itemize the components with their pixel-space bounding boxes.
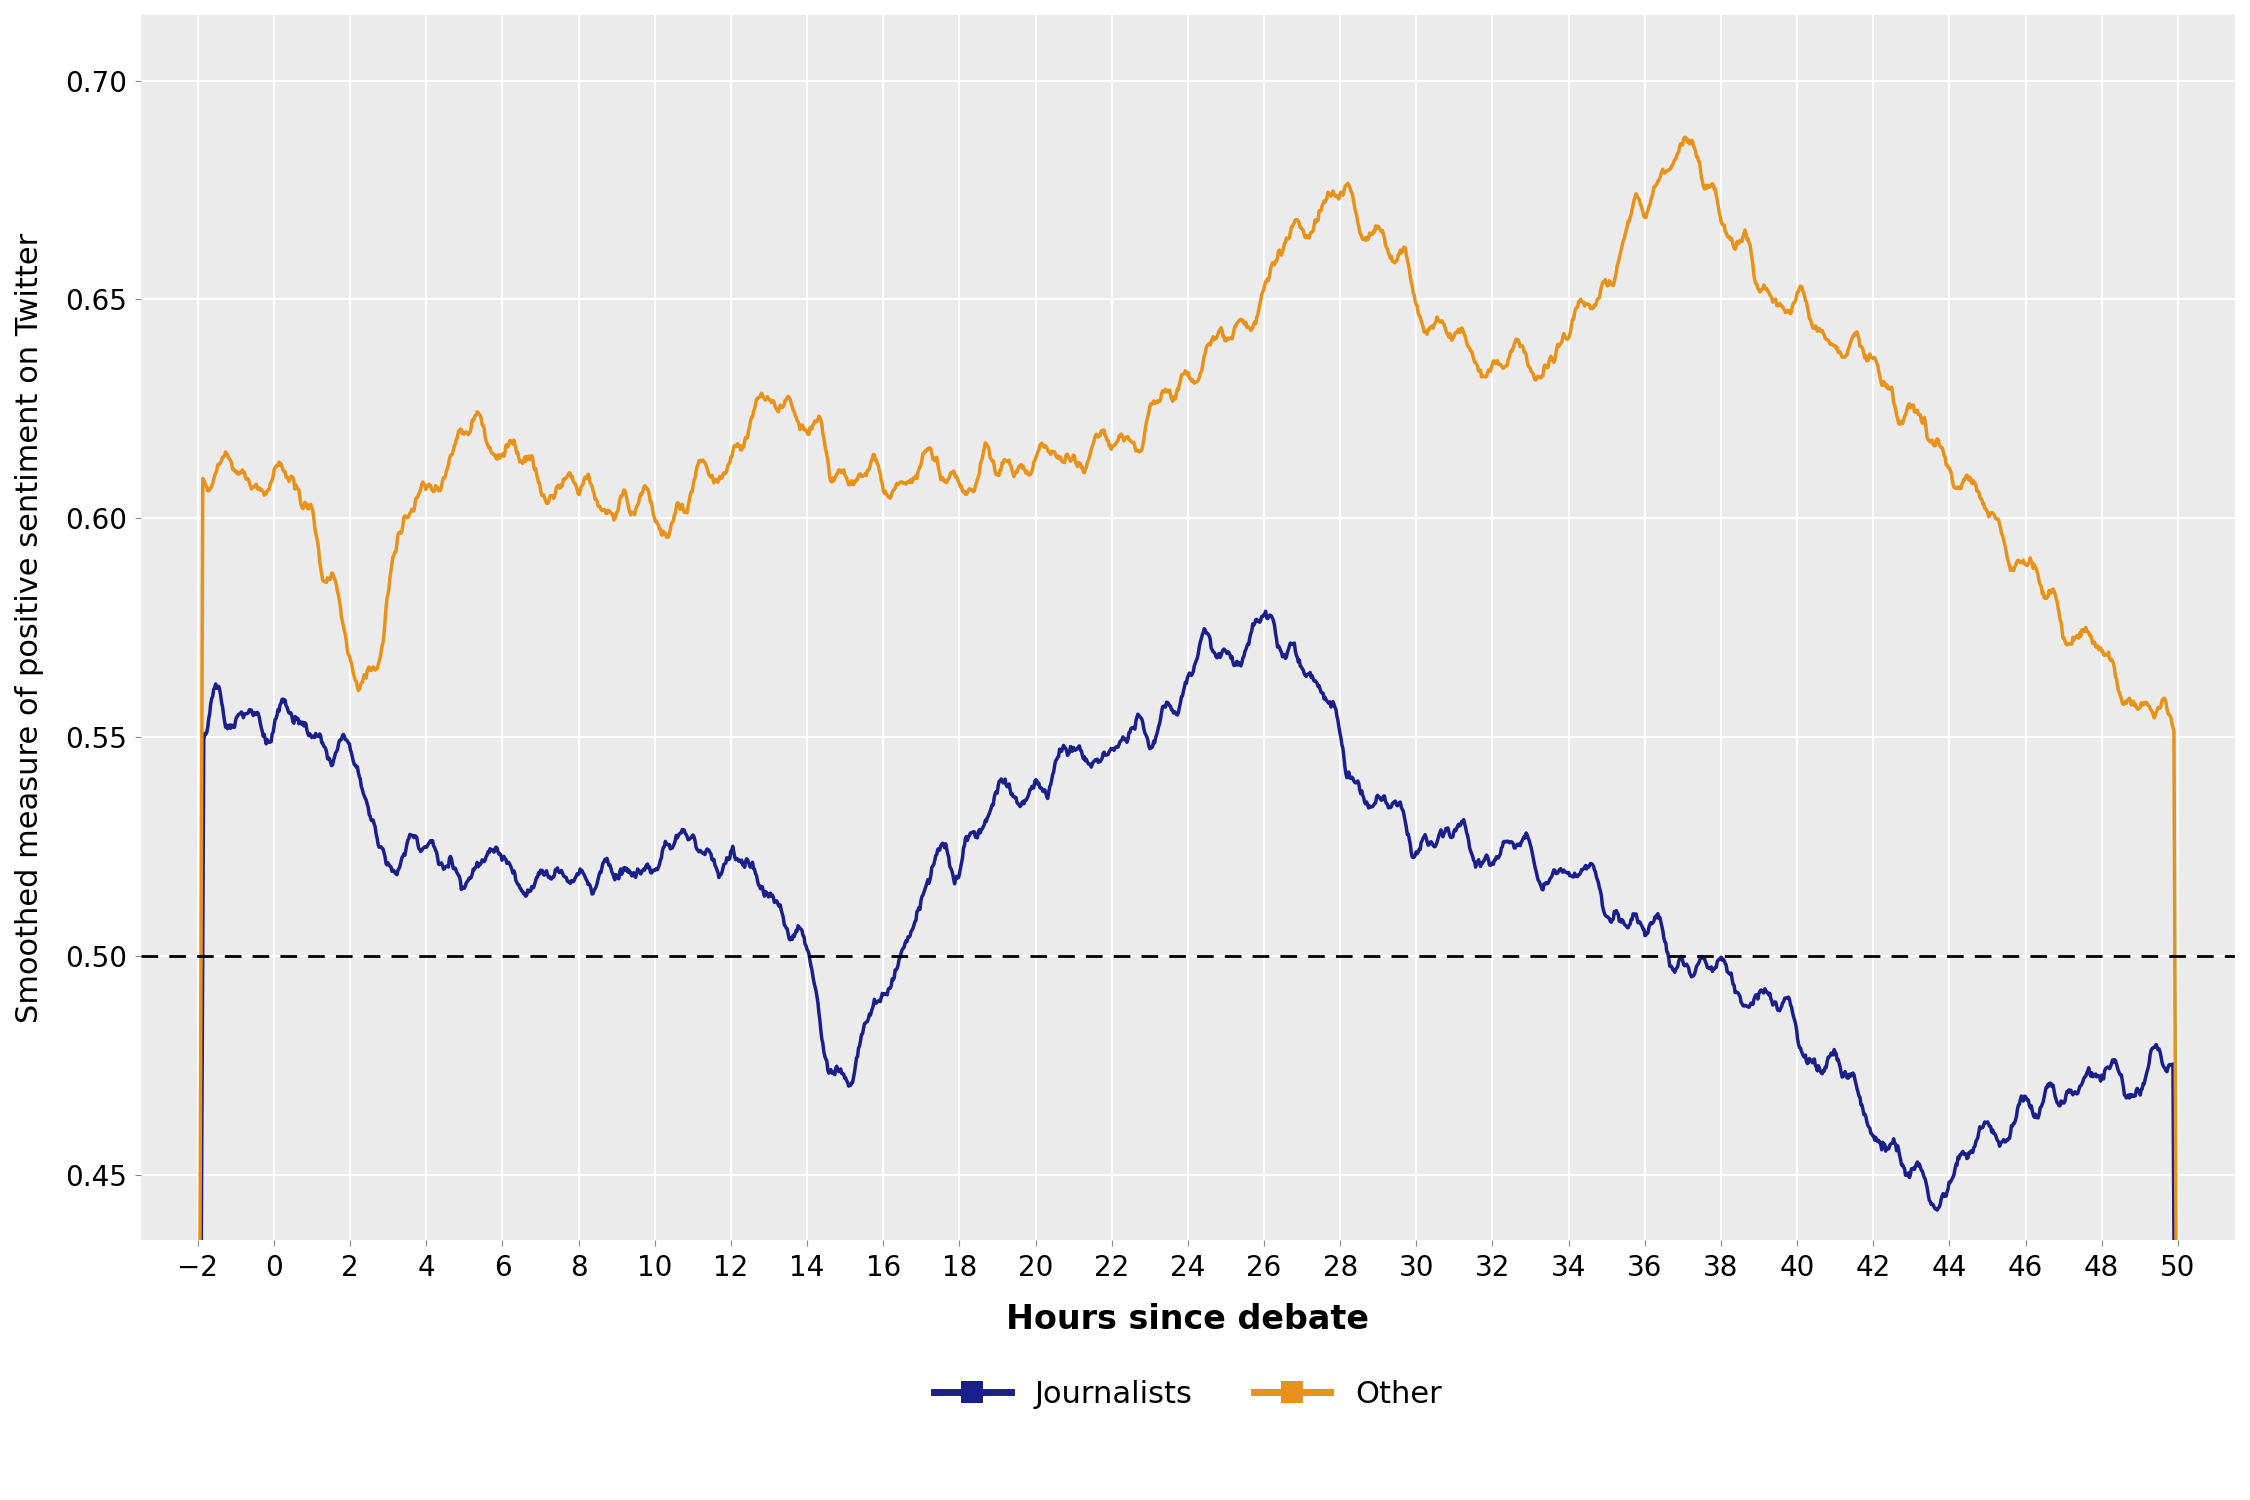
Legend: Journalists, Other: Journalists, Other bbox=[922, 1368, 1454, 1422]
X-axis label: Hours since debate: Hours since debate bbox=[1006, 1304, 1370, 1336]
Y-axis label: Smoothed measure of positive sentiment on Twitter: Smoothed measure of positive sentiment o… bbox=[16, 232, 45, 1023]
